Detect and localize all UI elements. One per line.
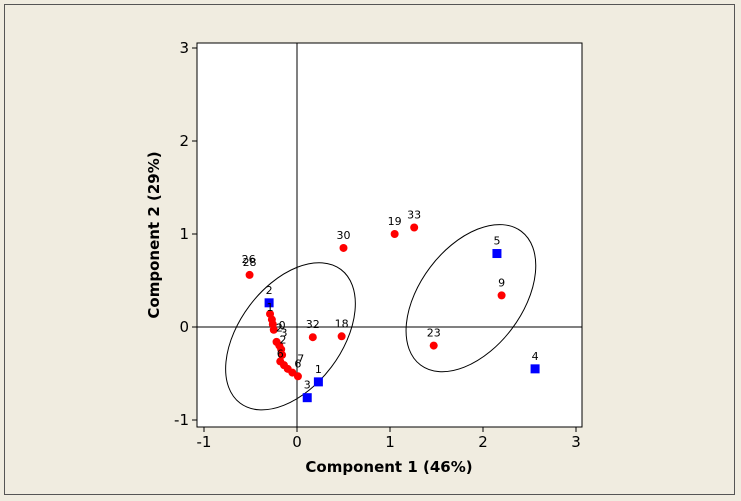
cluster-ellipse-2: [405, 224, 537, 373]
x-axis-ticks: -1 0 1 2 3: [197, 427, 581, 451]
data-points: [245, 223, 540, 403]
point-label: 23: [427, 327, 441, 340]
square-point: [492, 249, 502, 259]
square-point: [302, 393, 312, 403]
point-label: 33: [407, 208, 421, 221]
circle-point: [269, 325, 278, 334]
point-label: 6: [277, 348, 284, 361]
x-tick-label: 2: [478, 433, 488, 451]
circle-point: [337, 332, 346, 341]
circle-point: [410, 223, 419, 232]
circle-point: [390, 230, 399, 238]
point-label: 2: [280, 334, 287, 347]
circle-point: [245, 270, 254, 279]
point-label: 9: [498, 276, 505, 289]
plot-area: [196, 42, 583, 428]
point-label: 18: [335, 317, 349, 330]
point-label: 3: [304, 379, 311, 392]
point-label: 1: [267, 301, 274, 314]
point-label: 2: [266, 284, 273, 297]
point-label: 2: [276, 322, 283, 335]
point-label: 4: [532, 350, 539, 363]
point-label: 7: [297, 352, 304, 365]
point-label: 30: [337, 229, 351, 242]
cluster-ellipse-1: [225, 262, 356, 411]
y-tick-label: 1: [179, 225, 189, 243]
point-label: 28: [243, 256, 257, 269]
x-tick-label: -1: [197, 433, 212, 451]
point-label: 3: [280, 326, 287, 339]
reference-lines: [197, 43, 582, 427]
ellipses: [225, 224, 537, 411]
point-label: 26: [242, 253, 256, 266]
point-label: 1: [315, 363, 322, 376]
x-tick-label: 0: [292, 433, 302, 451]
circle-point: [278, 350, 287, 359]
square-point: [530, 364, 540, 374]
point-label: 19: [388, 215, 402, 228]
x-tick-label: 1: [385, 433, 395, 451]
circle-point: [339, 243, 348, 252]
square-point: [313, 377, 323, 387]
circle-point: [293, 372, 302, 381]
y-tick-label: 2: [179, 132, 189, 150]
point-label: 32: [306, 318, 320, 331]
point-label: 5: [493, 235, 500, 248]
x-tick-label: 3: [571, 433, 581, 451]
circle-point: [497, 291, 506, 300]
y-tick-label: 0: [179, 318, 189, 336]
y-tick-label: -1: [174, 411, 189, 429]
point-label: 0: [279, 319, 286, 332]
y-axis-ticks: -1 0 1 2 3: [174, 39, 197, 429]
y-tick-label: 3: [179, 39, 189, 57]
y-axis-title: Component 2 (29%): [145, 151, 163, 318]
circle-point: [429, 341, 438, 350]
point-label: 6: [294, 357, 301, 370]
x-axis-title: Component 1 (46%): [305, 458, 472, 476]
square-point: [264, 298, 274, 308]
circle-point: [308, 333, 317, 342]
